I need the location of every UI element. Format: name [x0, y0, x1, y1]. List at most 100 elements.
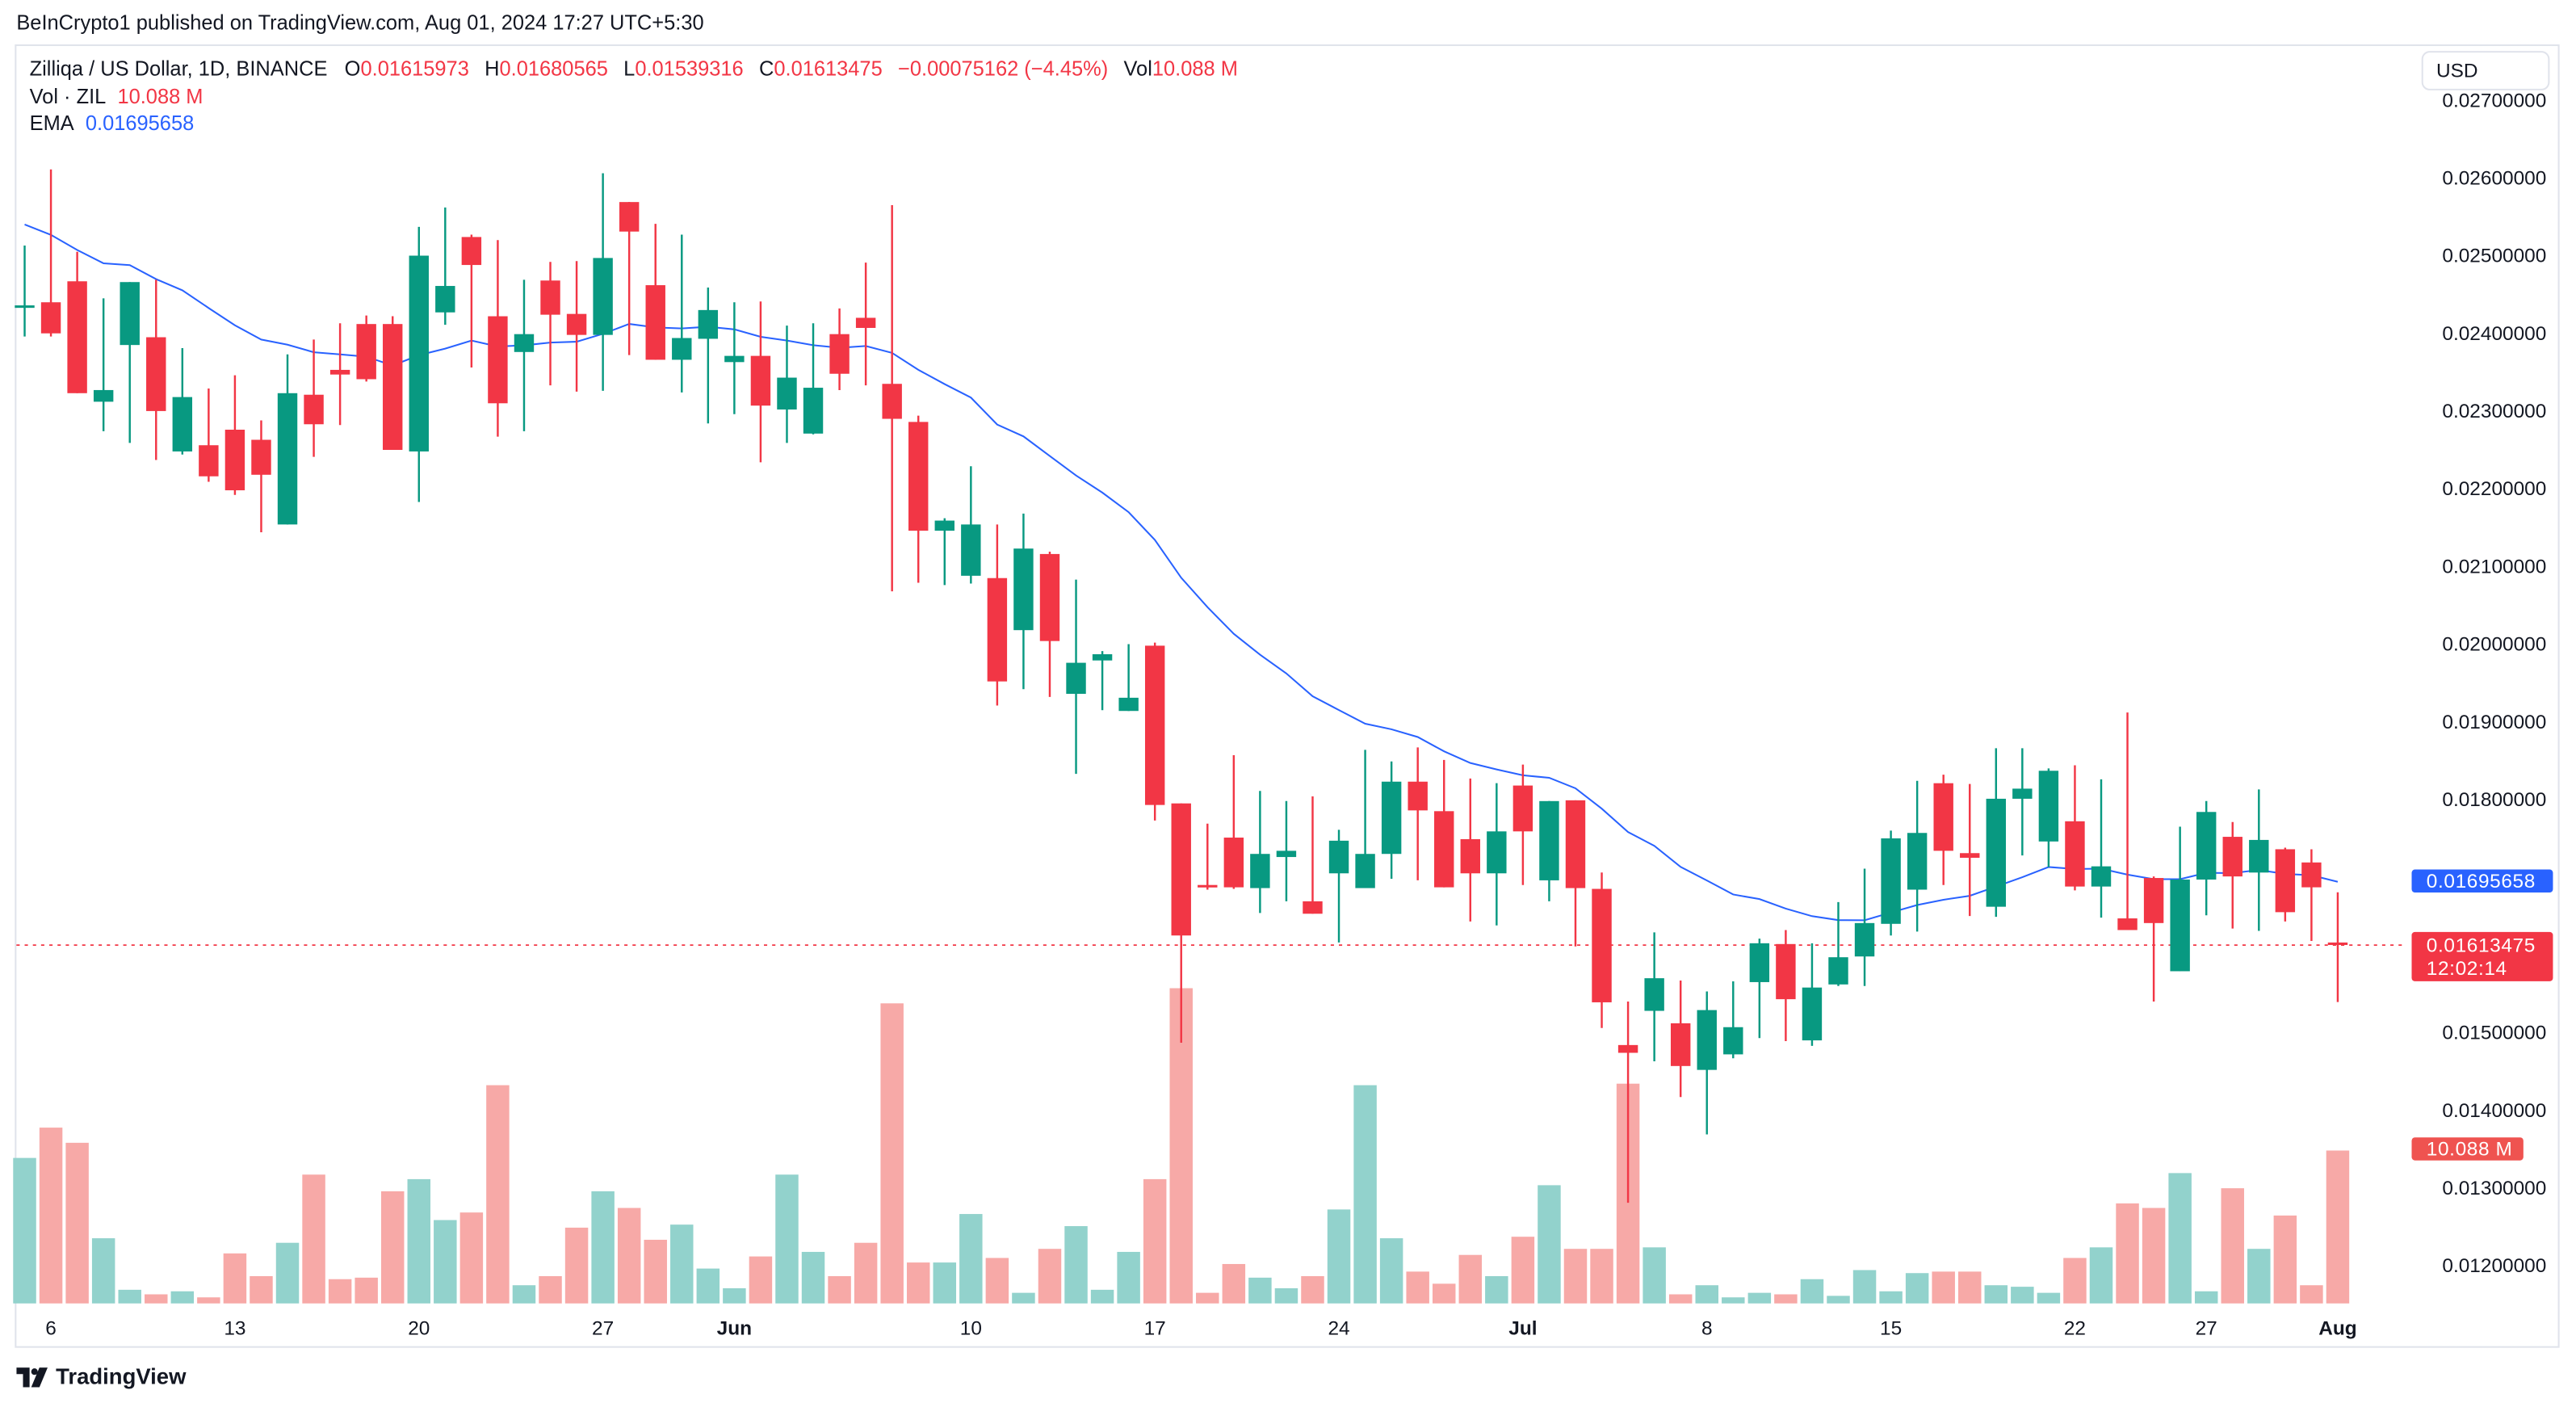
- candle-up[interactable]: [2091, 779, 2112, 918]
- candle-up[interactable]: [1355, 750, 1375, 888]
- candle-up[interactable]: [1381, 761, 1402, 880]
- candle-down[interactable]: [2222, 821, 2242, 929]
- candle-up[interactable]: [593, 173, 613, 391]
- tradingview-logo[interactable]: TradingView: [16, 1364, 186, 1389]
- candle-up[interactable]: [2038, 768, 2059, 867]
- candle-up[interactable]: [934, 518, 954, 586]
- candle-down[interactable]: [855, 262, 876, 386]
- candle-up[interactable]: [2196, 800, 2217, 916]
- candle-down[interactable]: [1512, 764, 1533, 885]
- candle-down[interactable]: [1592, 872, 1612, 1028]
- candle-up[interactable]: [172, 347, 193, 455]
- candle-down[interactable]: [829, 308, 850, 390]
- candle-up[interactable]: [1250, 791, 1270, 914]
- candle-down[interactable]: [540, 262, 560, 386]
- candle-down[interactable]: [2065, 765, 2085, 891]
- candle-down[interactable]: [566, 261, 587, 392]
- candle-up[interactable]: [777, 326, 797, 443]
- candle-down[interactable]: [1460, 778, 1480, 922]
- candle-up[interactable]: [1828, 901, 1848, 986]
- candle-down[interactable]: [619, 202, 640, 355]
- candle-down[interactable]: [2143, 876, 2164, 1002]
- candle-down[interactable]: [199, 388, 219, 482]
- candle-up[interactable]: [698, 287, 719, 424]
- candle-down[interactable]: [1171, 803, 1191, 1043]
- candle-down[interactable]: [2117, 712, 2138, 930]
- candle-up[interactable]: [672, 234, 692, 393]
- candle-up[interactable]: [1013, 513, 1034, 690]
- candle-down[interactable]: [1144, 642, 1165, 821]
- candle-down[interactable]: [383, 316, 403, 451]
- candle-down[interactable]: [1776, 930, 1796, 1042]
- candle-up[interactable]: [1854, 868, 1875, 986]
- candle-down[interactable]: [1960, 783, 1980, 917]
- candle-up[interactable]: [120, 282, 140, 443]
- currency-button[interactable]: USD: [2421, 51, 2550, 90]
- candle-up[interactable]: [2170, 826, 2190, 972]
- candle-down[interactable]: [987, 524, 1008, 706]
- candle-up[interactable]: [803, 323, 824, 435]
- candle-up[interactable]: [1487, 783, 1507, 926]
- candle-up[interactable]: [409, 226, 429, 502]
- candle-down[interactable]: [2327, 892, 2348, 1002]
- candle-up[interactable]: [2012, 748, 2033, 856]
- candle-up[interactable]: [1802, 943, 1823, 1046]
- candle-up[interactable]: [1066, 579, 1086, 775]
- candle-up[interactable]: [1723, 981, 1743, 1059]
- candle-up[interactable]: [1539, 800, 1559, 901]
- candle-up[interactable]: [1276, 800, 1297, 901]
- candle-down[interactable]: [1303, 796, 1323, 914]
- candle-down[interactable]: [329, 323, 350, 426]
- candle-down[interactable]: [251, 420, 271, 532]
- chart-frame: [15, 44, 2560, 1348]
- candle-down[interactable]: [1039, 552, 1060, 697]
- candle-up[interactable]: [724, 302, 745, 414]
- candle-up[interactable]: [961, 466, 981, 584]
- candle-up[interactable]: [1986, 748, 2007, 918]
- candle-down[interactable]: [488, 240, 508, 437]
- candle-up[interactable]: [1118, 644, 1139, 712]
- candle-up[interactable]: [1881, 830, 1901, 936]
- candle-body: [1198, 884, 1218, 888]
- candle-down[interactable]: [461, 234, 482, 368]
- candle-down[interactable]: [224, 375, 245, 495]
- legend-ema[interactable]: EMA 0.01695658: [30, 111, 195, 134]
- symbol-title[interactable]: Zilliqa / US Dollar, 1D, BINANCE: [29, 57, 328, 81]
- candle-up[interactable]: [1644, 932, 1664, 1062]
- candle-up[interactable]: [1907, 780, 1928, 932]
- candle-up[interactable]: [277, 354, 298, 525]
- candle-up[interactable]: [2249, 789, 2269, 931]
- candle-down[interactable]: [1670, 981, 1691, 1098]
- candle-body: [566, 313, 587, 335]
- candle-down[interactable]: [40, 169, 61, 337]
- price-axis[interactable]: 0.02700000 0.02600000 0.02500000 0.02400000…: [2442, 90, 2546, 1277]
- candle-down[interactable]: [67, 251, 87, 393]
- candle-down[interactable]: [882, 204, 902, 592]
- candle-down[interactable]: [146, 279, 166, 460]
- candle-down[interactable]: [1408, 747, 1428, 880]
- legend-volume[interactable]: Vol · ZIL 10.088 M: [30, 86, 213, 108]
- time-axis[interactable]: 6 13 20 27 Jun 10 17 24 Jul 8 15 22 27 Aug: [45, 1317, 2356, 1339]
- candle-down[interactable]: [1434, 759, 1454, 888]
- candle-down[interactable]: [750, 301, 771, 463]
- candle-down[interactable]: [645, 224, 665, 360]
- candle-down[interactable]: [1223, 755, 1244, 889]
- candle-up[interactable]: [1328, 830, 1349, 943]
- candle-down[interactable]: [1617, 1001, 1638, 1203]
- candle-up[interactable]: [1749, 939, 1770, 1039]
- candle-down[interactable]: [356, 315, 376, 382]
- candle-down[interactable]: [304, 339, 324, 457]
- candle-down[interactable]: [2275, 847, 2296, 922]
- candle-down[interactable]: [1198, 823, 1218, 890]
- candle-down[interactable]: [908, 415, 929, 583]
- candle-up[interactable]: [15, 246, 35, 337]
- candle-down[interactable]: [1565, 800, 1586, 947]
- candle-up[interactable]: [93, 298, 114, 431]
- candle-up[interactable]: [435, 207, 455, 326]
- candle-up[interactable]: [1697, 991, 1717, 1135]
- candle-down[interactable]: [1933, 775, 1953, 885]
- candle-up[interactable]: [514, 279, 535, 431]
- candle-down[interactable]: [2301, 849, 2322, 941]
- candle-up[interactable]: [1092, 651, 1113, 711]
